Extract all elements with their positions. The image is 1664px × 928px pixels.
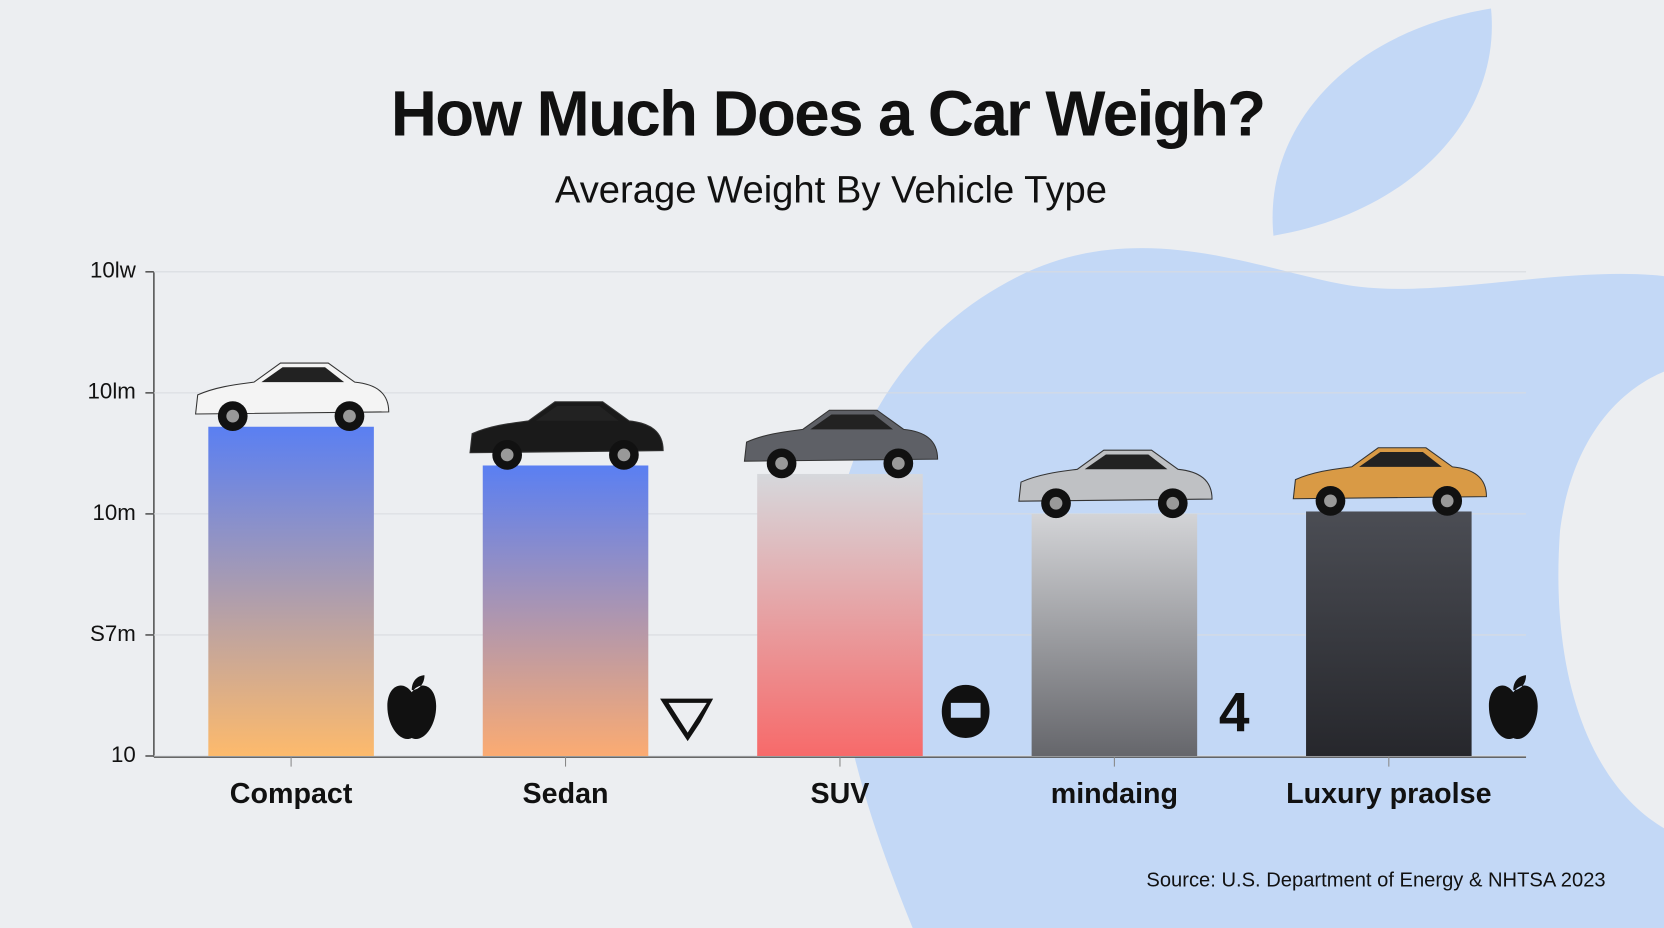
car-hub — [1166, 496, 1180, 510]
car-body — [1018, 449, 1213, 502]
car-hub — [500, 448, 514, 462]
car-illustration — [1292, 447, 1487, 516]
car-window — [261, 367, 345, 383]
x-tick-label: SUV — [811, 778, 870, 810]
car-hub — [226, 409, 240, 423]
chart-subtitle: Average Weight By Vehicle Type — [555, 168, 1107, 211]
x-tick-label: Luxury praolse — [1286, 778, 1491, 810]
car-illustration — [469, 401, 664, 470]
y-tick-label: S7m — [90, 621, 136, 646]
bar — [208, 426, 374, 756]
car-hub — [1324, 494, 1337, 508]
car-body — [1292, 447, 1487, 500]
bar — [482, 465, 649, 756]
x-tick-label: mindaing — [1051, 778, 1178, 810]
source-note: Source: U.S. Department of Energy & NHTS… — [1146, 870, 1605, 892]
y-tick-label: 10lw — [90, 258, 137, 283]
car-window — [1359, 452, 1442, 467]
car-body — [469, 401, 664, 454]
bar — [1306, 511, 1472, 756]
bar — [757, 473, 923, 756]
x-tick-label: Compact — [230, 778, 353, 810]
y-tick-label: 10 — [111, 742, 136, 767]
car-hub — [1049, 496, 1063, 510]
background-logo — [830, 8, 1664, 928]
icon-glyph: 4 — [1219, 681, 1250, 743]
car-hub — [343, 409, 356, 423]
chart-title: How Much Does a Car Weigh? — [391, 79, 1265, 150]
y-tick-label: 10lm — [88, 379, 136, 404]
car-body — [743, 409, 939, 462]
car-hub — [1440, 494, 1454, 508]
car-window — [535, 406, 619, 421]
car-body — [194, 362, 390, 415]
car-illustration — [194, 362, 390, 431]
car-hub — [617, 448, 631, 462]
icons: 4 — [387, 675, 1538, 743]
y-tick-label: 10m — [92, 500, 135, 525]
car-hub — [891, 456, 905, 470]
car-window — [810, 414, 894, 430]
x-tick-label: Sedan — [523, 778, 609, 810]
car-hub — [775, 456, 788, 470]
car-illustration — [743, 409, 939, 479]
car-window — [1084, 454, 1168, 470]
bar — [1031, 513, 1198, 756]
car-illustration — [1018, 449, 1213, 519]
